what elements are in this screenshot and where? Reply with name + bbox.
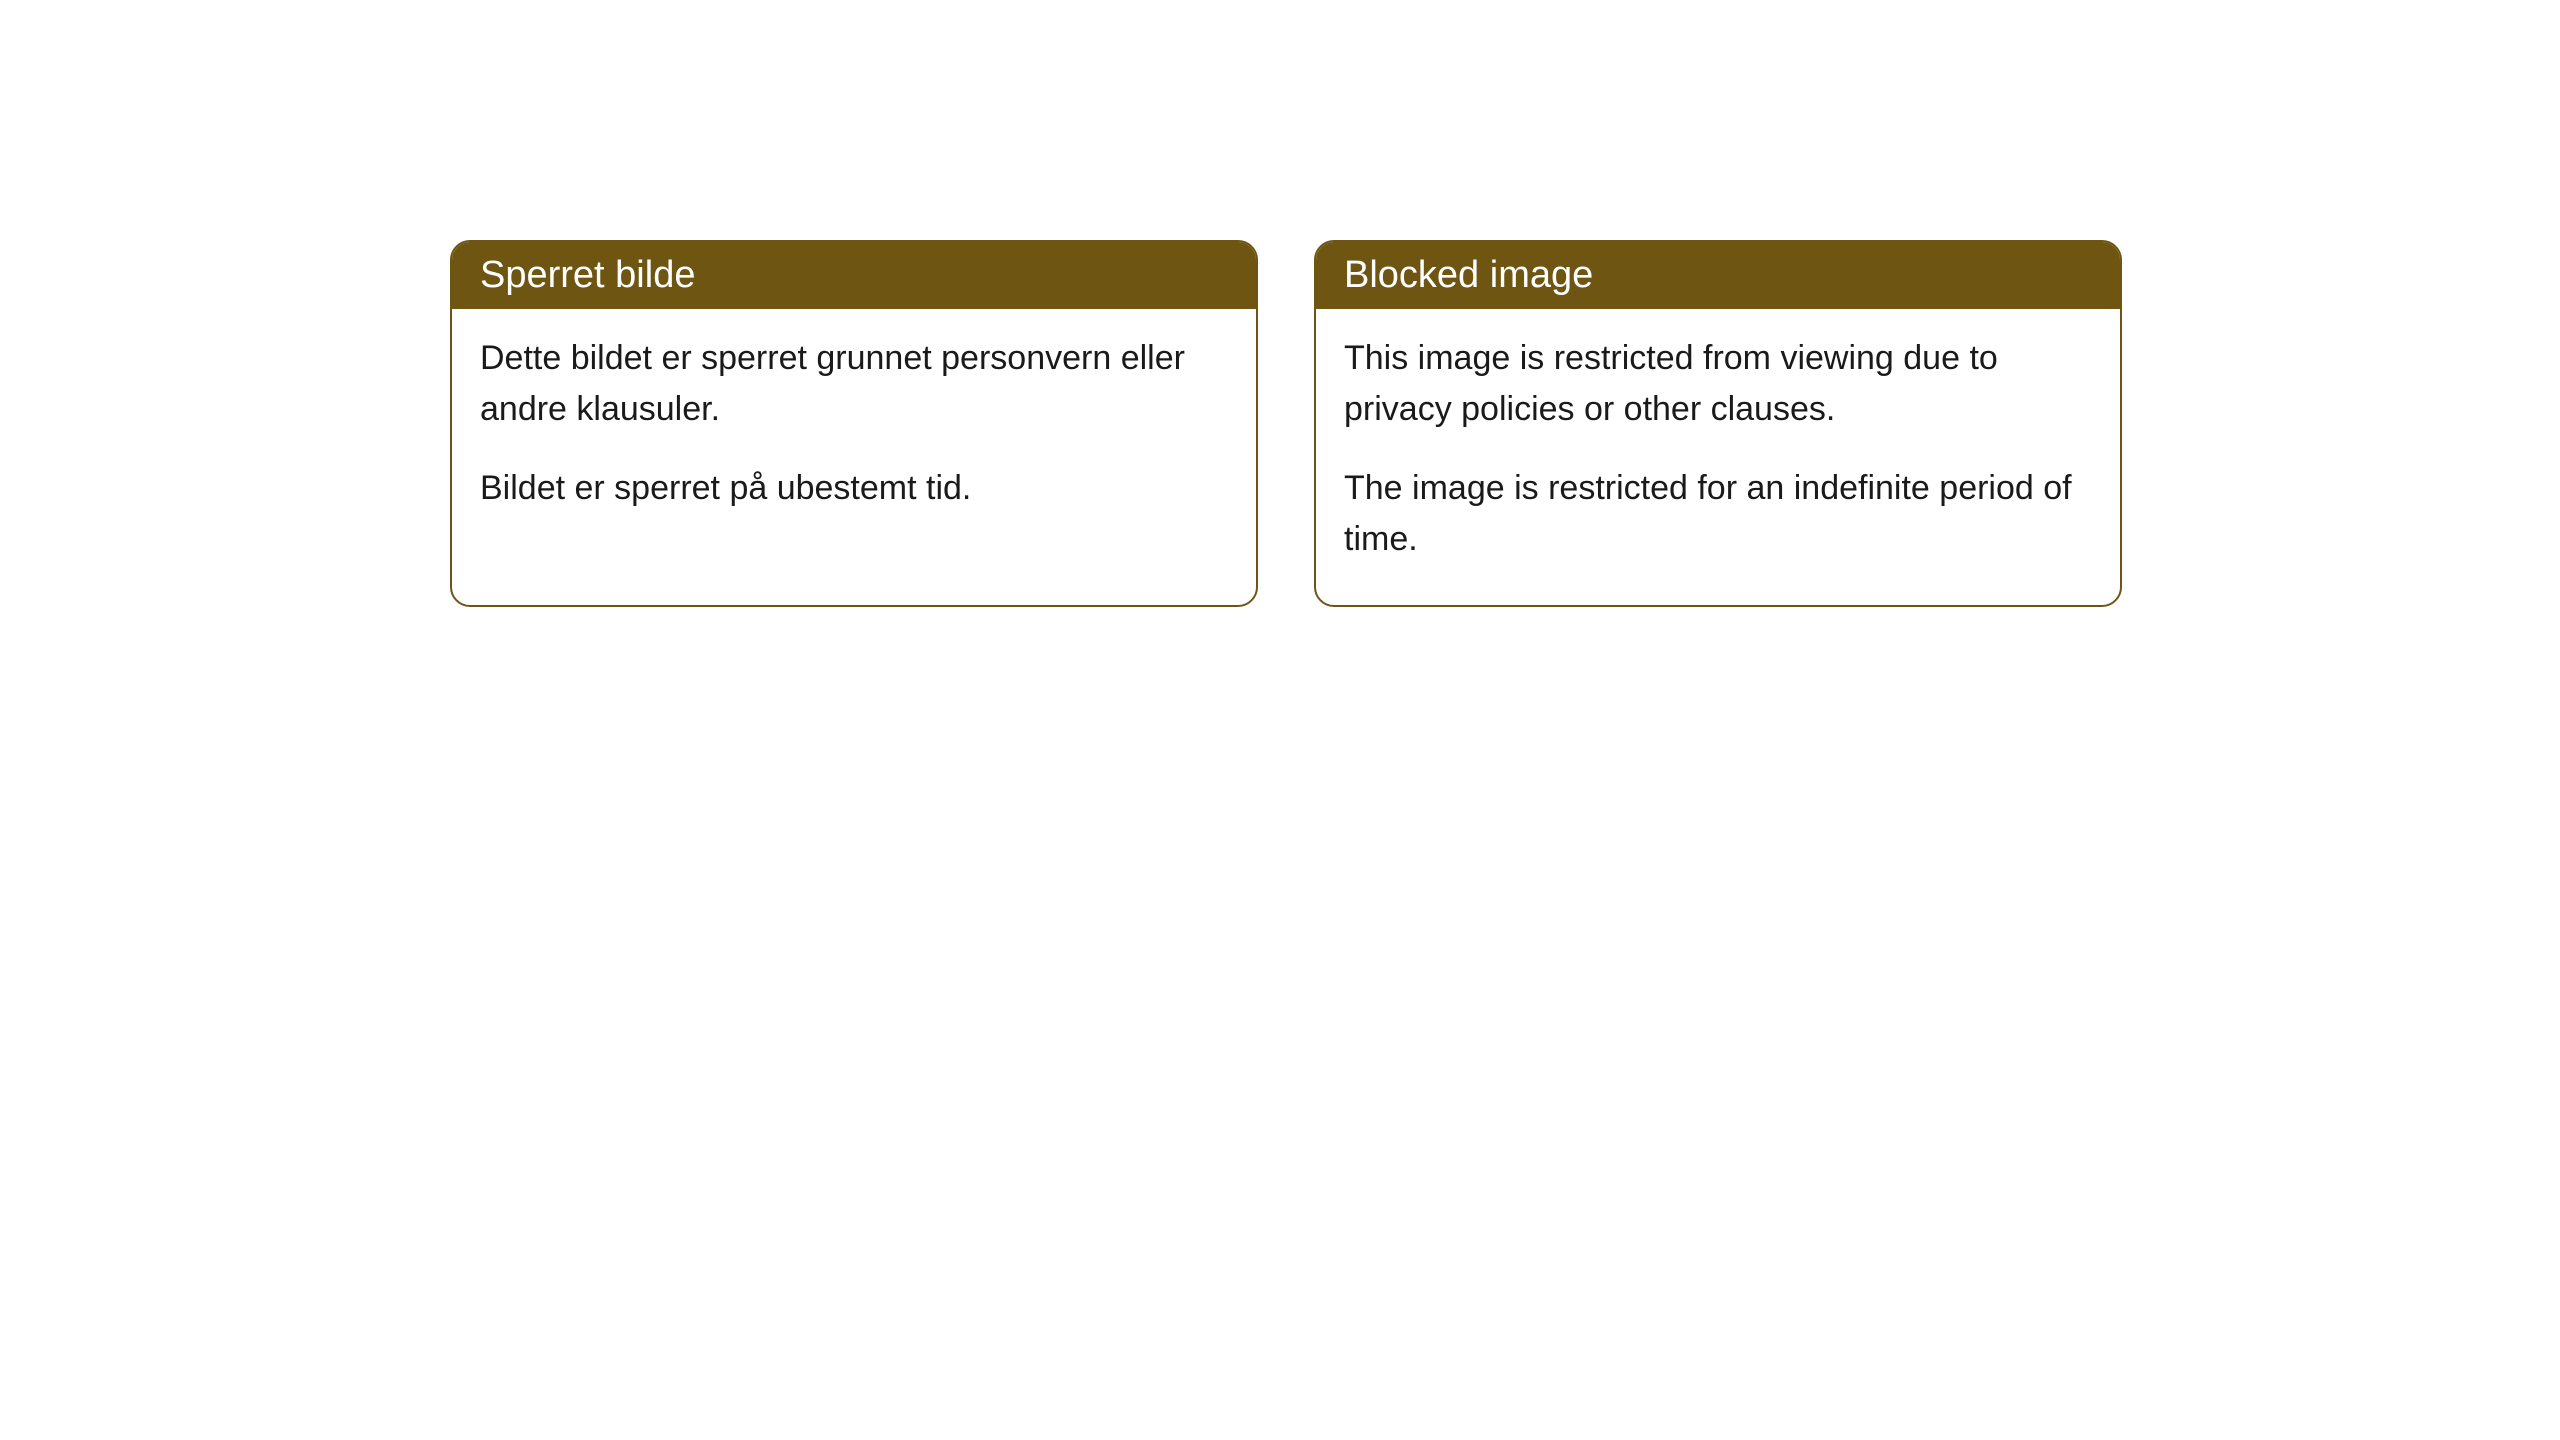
notice-paragraph-1: This image is restricted from viewing du… xyxy=(1344,333,2092,435)
notice-body-norwegian: Dette bildet er sperret grunnet personve… xyxy=(452,309,1256,554)
notice-title-norwegian: Sperret bilde xyxy=(452,242,1256,309)
notice-paragraph-2: The image is restricted for an indefinit… xyxy=(1344,463,2092,565)
notice-box-norwegian: Sperret bilde Dette bildet er sperret gr… xyxy=(450,240,1258,607)
notice-body-english: This image is restricted from viewing du… xyxy=(1316,309,2120,605)
notice-box-english: Blocked image This image is restricted f… xyxy=(1314,240,2122,607)
notices-container: Sperret bilde Dette bildet er sperret gr… xyxy=(450,240,2122,607)
notice-title-english: Blocked image xyxy=(1316,242,2120,309)
notice-paragraph-2: Bildet er sperret på ubestemt tid. xyxy=(480,463,1228,514)
notice-paragraph-1: Dette bildet er sperret grunnet personve… xyxy=(480,333,1228,435)
